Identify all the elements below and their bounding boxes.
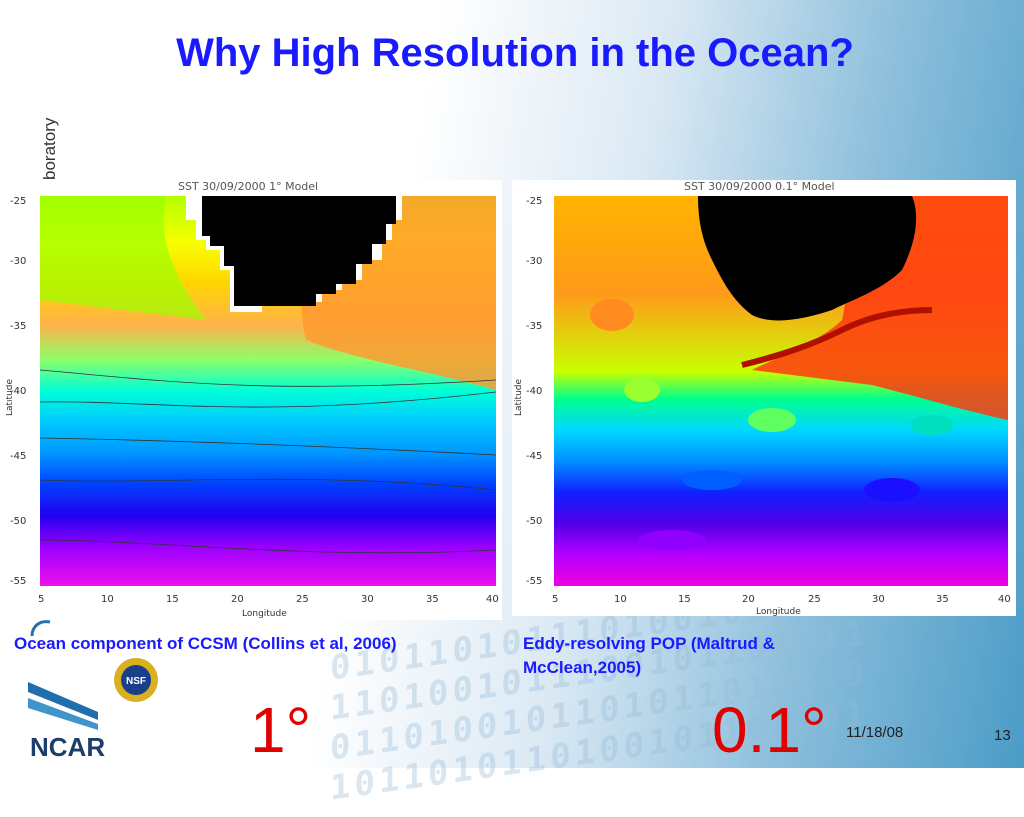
contour-line [39, 478, 497, 491]
xtick-label: 25 [296, 594, 309, 605]
svg-text:NSF: NSF [126, 676, 146, 687]
xtick-label: 40 [998, 594, 1011, 605]
contour-line [39, 539, 497, 554]
cool-region [40, 196, 206, 320]
sst-map-1deg: SST 30/09/2000 1° Model -25 -30 -35 -40 … [6, 180, 502, 620]
slide-title: Why High Resolution in the Ocean? [176, 31, 854, 75]
sst-map-0.1deg: SST 30/09/2000 0.1° Model -25 -30 -35 -4… [512, 180, 1016, 616]
xtick-label: 30 [361, 594, 374, 605]
nsf-logo-icon: NSF [114, 658, 158, 702]
side-label: boratory [40, 117, 59, 180]
xtick-label: 15 [678, 594, 691, 605]
x-axis-label: Longitude [242, 609, 287, 619]
eddy [638, 530, 706, 550]
ytick-label: -40 [10, 386, 26, 397]
x-axis-label: Longitude [756, 607, 801, 616]
resolution-label-left: 1° [250, 694, 312, 766]
eddy [748, 408, 796, 432]
xtick-label: 15 [166, 594, 179, 605]
xtick-label: 35 [426, 594, 439, 605]
xtick-label: 30 [872, 594, 885, 605]
small-logo-icon [30, 620, 51, 637]
xtick-label: 20 [231, 594, 244, 605]
ytick-label: -45 [526, 451, 542, 462]
y-axis-label: Latitude [514, 378, 524, 416]
africa-landmass [202, 196, 396, 306]
eddy [624, 378, 660, 402]
eddy [910, 415, 954, 435]
agulhas-current [752, 196, 1008, 420]
slide-date: 11/18/08 [846, 724, 904, 741]
xtick-label: 35 [936, 594, 949, 605]
xtick-label: 20 [742, 594, 755, 605]
ytick-label: -50 [526, 516, 542, 527]
ncar-logo-icon: NCAR [28, 682, 105, 762]
ytick-label: -40 [526, 386, 542, 397]
ytick-label: -55 [10, 576, 26, 587]
eddy [864, 478, 920, 502]
xtick-label: 40 [486, 594, 499, 605]
xtick-label: 5 [552, 594, 558, 605]
ytick-label: -30 [526, 256, 542, 267]
slide-page-number: 13 [994, 727, 1011, 744]
africa-landmass [698, 196, 917, 321]
ytick-label: -45 [10, 451, 26, 462]
current-filament [741, 307, 933, 368]
xtick-label: 10 [614, 594, 627, 605]
ytick-label: -35 [10, 321, 26, 332]
xtick-label: 25 [808, 594, 821, 605]
caption-right: Eddy-resolving POP (Maltrud & McClean,20… [523, 634, 775, 677]
ytick-label: -30 [10, 256, 26, 267]
eddy [682, 470, 742, 490]
resolution-label-right: 0.1° [712, 694, 827, 766]
contour-line [39, 437, 497, 456]
ytick-label: -35 [526, 321, 542, 332]
svg-text:NCAR: NCAR [30, 732, 105, 762]
ytick-label: -25 [10, 196, 26, 207]
ytick-label: -55 [526, 576, 542, 587]
plot-title: SST 30/09/2000 1° Model [178, 180, 318, 193]
contour-line [39, 369, 497, 387]
xtick-label: 10 [101, 594, 114, 605]
caption-left: Ocean component of CCSM (Collins et al, … [14, 634, 397, 653]
y-axis-label: Latitude [6, 378, 15, 416]
contour-line [39, 391, 497, 408]
xtick-label: 5 [38, 594, 44, 605]
ytick-label: -50 [10, 516, 26, 527]
eddy [590, 299, 634, 331]
plot-title: SST 30/09/2000 0.1° Model [684, 180, 835, 193]
ytick-label: -25 [526, 196, 542, 207]
